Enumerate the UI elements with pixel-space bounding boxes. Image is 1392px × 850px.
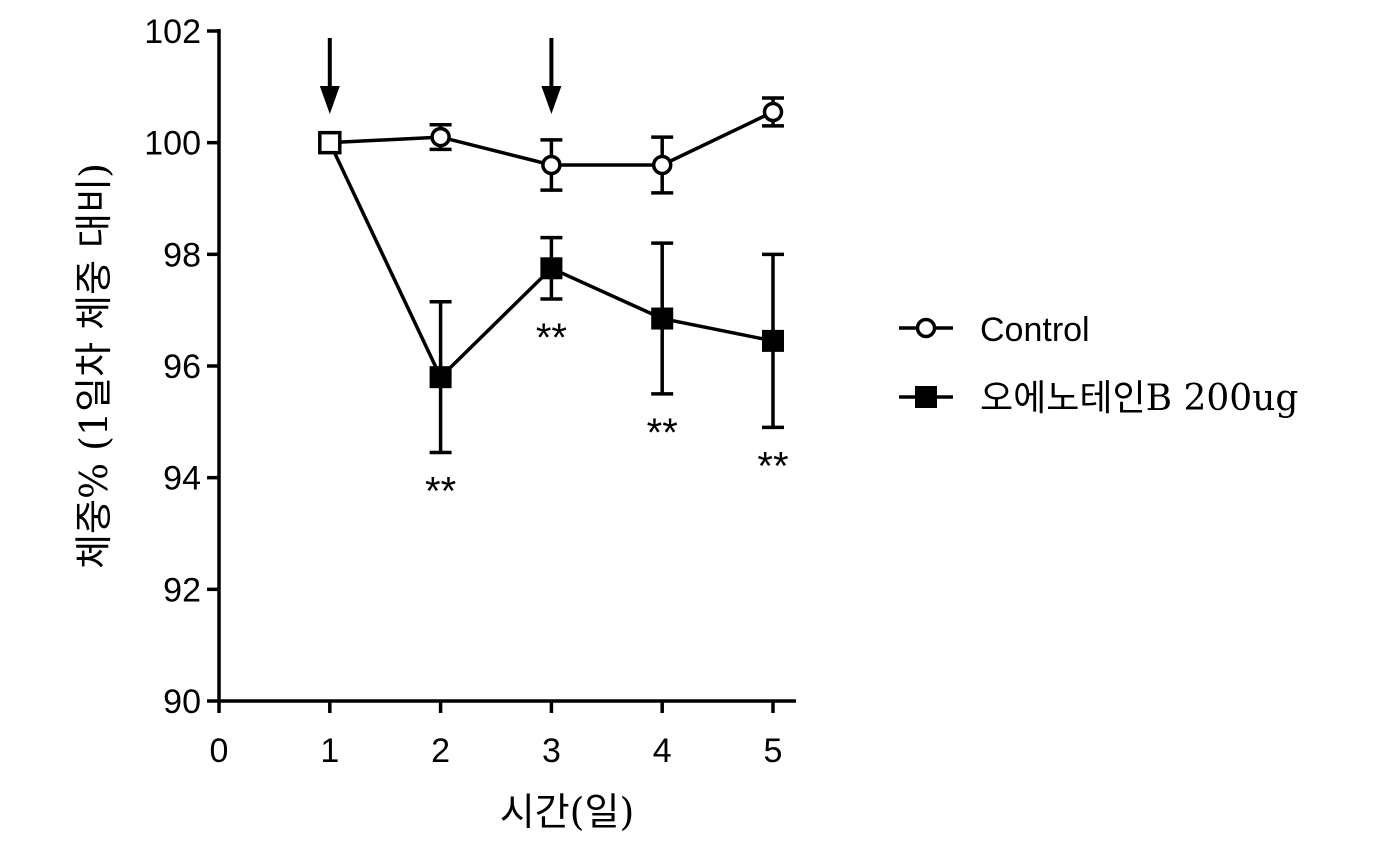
x-axis-title: 시간(일)	[500, 790, 635, 834]
data-point	[651, 307, 674, 330]
legend-item-control: Control	[899, 311, 1090, 349]
significance-marker: **	[647, 411, 678, 455]
y-tick-label: 102	[144, 13, 201, 51]
significance-markers: ** ** ** **	[425, 316, 789, 514]
data-point	[540, 257, 563, 280]
data-point	[762, 329, 784, 352]
data-point-overlap	[318, 130, 342, 155]
data-point	[430, 126, 451, 148]
legend-marker	[915, 386, 937, 408]
x-tick-label: 0	[210, 732, 229, 770]
y-tick-label: 94	[163, 460, 201, 498]
data-series	[318, 96, 784, 455]
y-axis-title: 체중% (1일차 체중 대비)	[72, 163, 116, 569]
y-tick-label: 92	[163, 571, 201, 609]
y-tick-label: 90	[163, 683, 201, 721]
x-tick-label: 2	[431, 732, 450, 770]
y-tick-label: 96	[163, 348, 201, 386]
data-point	[651, 154, 673, 176]
x-tick-label: 5	[764, 732, 783, 770]
x-tick-label: 4	[653, 732, 672, 770]
y-tick-label: 100	[144, 125, 201, 163]
legend-label: Control	[980, 311, 1090, 349]
axis-titles: 시간(일) 체중% (1일차 체중 대비)	[72, 163, 634, 834]
dose-arrows	[319, 38, 562, 114]
x-tick-label: 3	[542, 732, 561, 770]
series-control	[319, 96, 784, 195]
axes	[217, 29, 796, 703]
significance-marker: **	[425, 470, 456, 514]
data-point	[541, 154, 562, 176]
axis-ticks: 90 92 94 96 98 100 102 0 1 2 3 4 5	[144, 13, 782, 770]
y-tick-label: 98	[163, 236, 201, 274]
dose-arrow-head	[319, 86, 340, 114]
legend-marker	[915, 317, 937, 339]
legend-label: 오에노테인B 200ug	[980, 378, 1298, 419]
significance-marker: **	[757, 444, 788, 488]
significance-marker: **	[536, 316, 567, 360]
legend: Control 오에노테인B 200ug	[899, 311, 1298, 419]
data-point	[762, 101, 784, 123]
dose-arrow-head	[541, 86, 562, 114]
legend-item-treatment: 오에노테인B 200ug	[899, 378, 1298, 419]
x-tick-label: 1	[320, 732, 339, 770]
data-point	[429, 366, 452, 389]
